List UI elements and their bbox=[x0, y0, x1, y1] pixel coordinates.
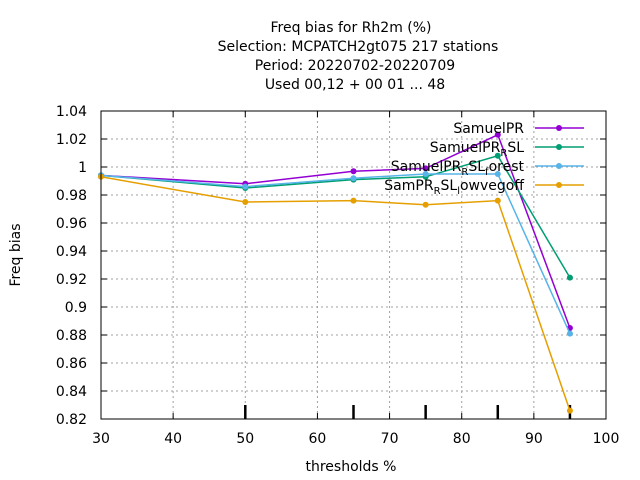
legend-label: SamPRRSLlowvegoff bbox=[384, 178, 524, 197]
data-point bbox=[350, 175, 357, 182]
y-tick-label: 1.02 bbox=[56, 132, 87, 148]
legend-label: SamuelPR bbox=[453, 121, 524, 137]
data-point bbox=[422, 201, 429, 208]
data-point bbox=[494, 197, 501, 204]
y-tick-label: 0.9 bbox=[65, 300, 87, 316]
title-line-1: Freq bias for Rh2m (%) bbox=[270, 20, 431, 36]
title-line-3: Period: 20220702-20220709 bbox=[255, 58, 455, 74]
series-SamPR_R_SL_lowvegoff bbox=[98, 173, 573, 414]
legend-label: SamuelPRRSL bbox=[430, 140, 524, 159]
data-point bbox=[494, 152, 501, 159]
series-group bbox=[98, 131, 573, 414]
series-line bbox=[100, 173, 571, 334]
y-tick-label: 0.88 bbox=[56, 328, 87, 344]
y-tick-label: 0.92 bbox=[56, 272, 87, 288]
data-point bbox=[242, 183, 249, 190]
data-point bbox=[350, 197, 357, 204]
x-tick-label: 30 bbox=[92, 431, 110, 447]
y-tick-label: 0.94 bbox=[56, 244, 87, 260]
data-point bbox=[566, 407, 573, 414]
x-tick-label: 60 bbox=[309, 431, 327, 447]
legend: SamuelPR SamuelPRRSLSamuelPRRSLforestSamP… bbox=[384, 121, 584, 197]
legend-item: SamuelPRRSL bbox=[430, 140, 584, 159]
x-tick-label: 40 bbox=[164, 431, 182, 447]
y-tick-label: 0.82 bbox=[56, 412, 87, 428]
data-point bbox=[350, 168, 357, 175]
y-tick-label: 0.86 bbox=[56, 356, 87, 372]
sample-size-marks bbox=[244, 405, 572, 419]
x-tick-label: 100 bbox=[593, 431, 620, 447]
y-tick-label: 1.04 bbox=[56, 104, 87, 120]
title-line-4: Used 00,12 + 00 01 ... 48 bbox=[265, 77, 445, 93]
series-SamuelPR_R_SL_forest bbox=[98, 171, 573, 337]
data-point bbox=[422, 165, 429, 172]
data-point bbox=[242, 199, 249, 205]
data-point bbox=[566, 330, 573, 337]
plot-frame bbox=[100, 110, 607, 420]
legend-label: SamuelPRRSLforest bbox=[391, 159, 525, 178]
legend-swatch-point bbox=[556, 125, 562, 131]
x-tick-label: 80 bbox=[453, 431, 471, 447]
legend-swatch-point bbox=[556, 163, 562, 169]
data-point bbox=[566, 274, 573, 281]
data-point bbox=[494, 131, 501, 138]
series-line bbox=[100, 133, 571, 329]
y-tick-labels: 0.82 0.84 0.86 0.88 0.9 0.92 0.94 0.96 0.98 1 1.02… bbox=[56, 104, 87, 428]
legend-item: SamPRRSLlowvegoff bbox=[384, 178, 584, 197]
legend-item: SamuelPR bbox=[453, 121, 584, 137]
x-axis-label: thresholds % bbox=[306, 459, 397, 475]
x-tick-label: 90 bbox=[525, 431, 543, 447]
data-point bbox=[422, 171, 429, 177]
grid bbox=[101, 111, 606, 419]
series-line bbox=[100, 154, 571, 278]
data-point bbox=[494, 171, 501, 177]
legend-item: SamuelPRRSLforest bbox=[391, 159, 584, 178]
y-tick-label: 0.96 bbox=[56, 216, 87, 232]
y-tick-label: 0.98 bbox=[56, 188, 87, 204]
title-line-2: Selection: MCPATCH2gt075 217 stations bbox=[218, 39, 499, 55]
chart-title: Freq bias for Rh2m (%) Selection: MCPATC… bbox=[218, 20, 499, 93]
x-tick-label: 50 bbox=[236, 431, 254, 447]
y-axis-label: Freq bias bbox=[8, 223, 24, 286]
legend-swatch-point bbox=[556, 182, 562, 188]
x-tick-label: 70 bbox=[381, 431, 399, 447]
legend-swatch-point bbox=[556, 144, 562, 150]
y-tick-label: 1 bbox=[78, 160, 87, 176]
series-line bbox=[100, 176, 571, 411]
y-tick-label: 0.84 bbox=[56, 384, 87, 400]
axis-ticks bbox=[100, 110, 607, 420]
x-tick-labels: 30 40 50 60 70 80 90 100 bbox=[92, 431, 619, 447]
